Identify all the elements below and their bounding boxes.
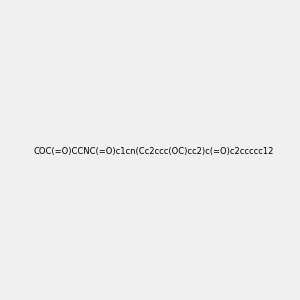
Text: COC(=O)CCNC(=O)c1cn(Cc2ccc(OC)cc2)c(=O)c2ccccc12: COC(=O)CCNC(=O)c1cn(Cc2ccc(OC)cc2)c(=O)c… bbox=[34, 147, 274, 156]
